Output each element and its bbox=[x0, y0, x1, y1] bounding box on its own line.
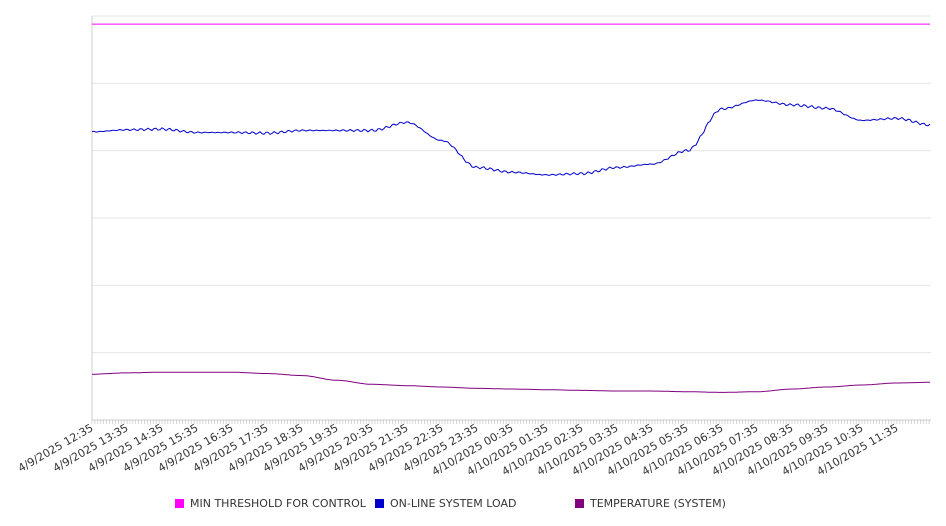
x-axis-ticks bbox=[91, 420, 930, 424]
legend-item-system-load[interactable]: ON-LINE SYSTEM LOAD bbox=[375, 497, 516, 510]
legend-label-min-threshold: MIN THRESHOLD FOR CONTROL bbox=[190, 497, 366, 510]
legend-label-system-load: ON-LINE SYSTEM LOAD bbox=[390, 497, 517, 510]
series-system-load bbox=[91, 99, 931, 176]
x-axis-tick-labels: 4/9/2025 12:354/9/2025 13:354/9/2025 14:… bbox=[16, 421, 901, 478]
series-layer bbox=[91, 23, 931, 393]
legend-swatch-system-load bbox=[375, 499, 384, 508]
series-temperature bbox=[92, 371, 930, 393]
legend: MIN THRESHOLD FOR CONTROL ON-LINE SYSTEM… bbox=[0, 497, 946, 515]
gridlines bbox=[92, 15, 931, 354]
legend-label-temperature: TEMPERATURE (SYSTEM) bbox=[590, 497, 726, 510]
legend-item-temperature[interactable]: TEMPERATURE (SYSTEM) bbox=[575, 497, 726, 510]
legend-swatch-min-threshold bbox=[175, 499, 184, 508]
legend-swatch-temperature bbox=[575, 499, 584, 508]
legend-item-min-threshold[interactable]: MIN THRESHOLD FOR CONTROL bbox=[175, 497, 366, 510]
